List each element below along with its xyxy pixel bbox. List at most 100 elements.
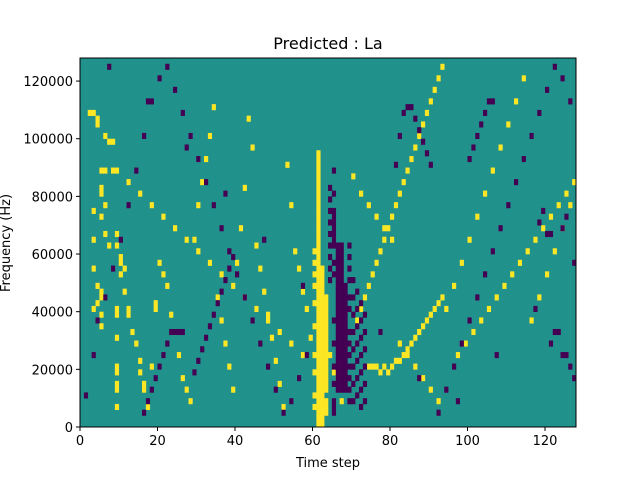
heatmap-cell-high [312,369,317,376]
heatmap-cell-low [262,236,267,243]
heatmap-cell-high [316,282,321,289]
heatmap-cell-low [351,328,356,336]
heatmap-cell-low [149,98,154,105]
heatmap-cell-high [483,190,488,197]
heatmap-cell-high [87,109,92,116]
heatmap-cell-low [560,75,565,82]
heatmap-cell-high [316,363,321,370]
heatmap-cell-high [254,305,259,312]
heatmap-cell-high [312,392,317,399]
heatmap-cell-high [359,305,364,312]
heatmap-cell-high [324,328,329,336]
heatmap-cell-high [176,352,182,359]
heatmap-cell-low [331,225,337,232]
x-tick-label: 20 [149,434,166,449]
heatmap-cell-low [355,323,360,330]
heatmap-cell-high [91,305,96,312]
heatmap-cell-high [91,236,96,243]
heatmap-cell-low [83,392,89,399]
heatmap-cell-high [320,357,325,364]
heatmap-cell-low [545,86,550,93]
heatmap-cell-high [320,311,325,318]
heatmap-cell-low [343,386,348,393]
heatmap-cell-high [99,288,104,295]
heatmap-cell-low [339,294,344,301]
heatmap-cell-high [266,317,271,324]
heatmap-cell-low [572,375,577,382]
heatmap-cell-low [223,190,228,197]
heatmap-cell-high [316,219,321,226]
heatmap-cell-high [390,236,395,243]
heatmap-cell-high [300,288,306,295]
heatmap-cell-high [316,357,321,364]
heatmap-cell-high [386,369,391,376]
heatmap-cell-low [339,288,344,295]
heatmap-cell-low [556,328,561,336]
heatmap-cell-high [188,398,193,405]
heatmap-cell-low [335,288,340,295]
heatmap-cell-high [424,317,430,324]
heatmap-cell-high [320,415,325,422]
heatmap-cell-high [409,156,414,163]
heatmap-cell-low [347,328,352,336]
heatmap-cell-low [180,109,185,116]
heatmap-cell-low [335,277,340,284]
heatmap-cell-high [316,190,321,197]
heatmap-cell-high [285,161,290,168]
heatmap-cell-high [142,386,147,393]
heatmap-cell-high [320,334,325,341]
heatmap-cell-high [91,207,96,214]
heatmap-cell-high [312,300,317,307]
heatmap-cell-high [192,236,197,243]
heatmap-cell-low [444,386,449,393]
heatmap-cell-low [331,380,337,387]
heatmap-cell-low [339,386,344,393]
heatmap-cell-high [219,317,224,324]
heatmap-cell-low [103,294,108,301]
heatmap-cell-low [494,352,499,359]
heatmap-cell-high [463,340,468,347]
heatmap-cell-high [366,282,371,289]
heatmap-cell-high [207,259,213,266]
heatmap-cell-high [316,179,321,186]
heatmap-cell-high [207,132,213,140]
heatmap-cell-high [324,352,329,359]
heatmap-cell-low [200,346,205,353]
heatmap-cell-low [145,98,151,105]
heatmap-cell-low [219,288,224,295]
heatmap-cell-high [374,213,379,220]
heatmap-cell-high [184,386,189,393]
heatmap-cell-high [320,386,325,393]
heatmap-cell-low [339,340,344,347]
heatmap-cell-high [339,398,344,405]
heatmap-cell-low [351,380,356,387]
heatmap-cell-low [335,340,340,347]
heatmap-cell-high [300,352,306,359]
heatmap-cell-low [91,352,96,359]
heatmap-cell-high [312,259,317,266]
heatmap-cell-high [324,403,329,411]
heatmap-cell-high [320,369,325,376]
heatmap-cell-low [452,363,457,370]
heatmap-cell-high [548,213,554,220]
heatmap-cell-low [351,363,356,370]
heatmap-cell-high [316,248,321,255]
heatmap-cell-low [335,386,340,393]
heatmap-cell-high [533,236,538,243]
heatmap-cell-low [328,265,333,272]
heatmap-cell-high [467,236,472,243]
heatmap-cell-low [483,271,488,278]
heatmap-cell-high [161,213,166,220]
heatmap-cell-high [320,305,325,312]
heatmap-cell-low [529,132,534,140]
heatmap-cell-high [366,202,371,209]
heatmap-cell-high [138,190,143,197]
heatmap-cell-low [331,207,337,214]
heatmap-cell-low [211,202,216,209]
heatmap-cell-high [452,282,457,289]
heatmap-cell-high [99,213,104,220]
heatmap-cell-high [126,305,131,312]
heatmap-cell-high [223,340,228,347]
heatmap-cell-low [339,328,344,336]
heatmap-cell-high [405,167,410,174]
